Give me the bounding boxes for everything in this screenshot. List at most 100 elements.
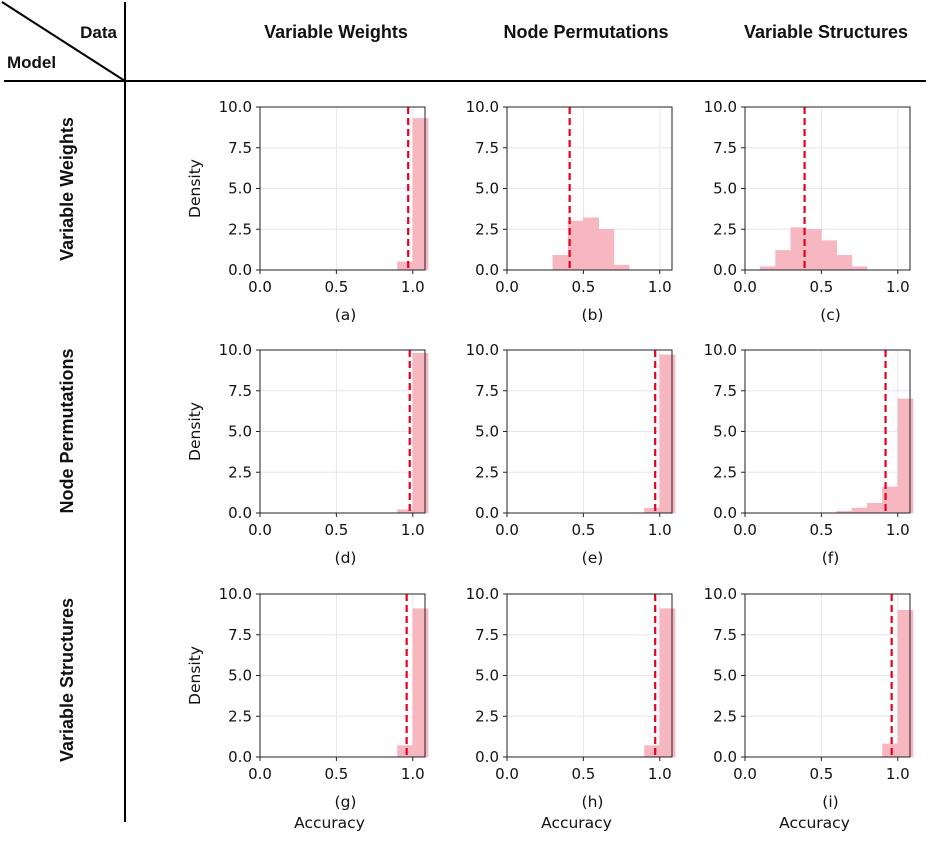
histogram-panel: 0.0 2.5 5.0 7.5 10.0 0.0 0.5 1.0 (f) <box>704 341 914 567</box>
x-tick-label: 0.5 <box>809 765 833 783</box>
histogram-bar <box>821 240 837 271</box>
y-tick-label: 5.0 <box>713 180 737 198</box>
histogram-bar <box>397 745 414 758</box>
histogram-panel: 0.0 2.5 5.0 7.5 10.0 0.0 0.5 1.0 (e) <box>466 341 676 567</box>
y-tick-label: 7.5 <box>713 139 737 157</box>
histogram-bar <box>805 228 822 271</box>
x-tick-label: 1.0 <box>648 521 672 539</box>
table-header: Data Model Variable Weights Node Permuta… <box>1 1 926 822</box>
x-tick-label: 1.0 <box>401 521 425 539</box>
x-tick-label: 0.0 <box>248 521 272 539</box>
y-tick-label: 5.0 <box>475 667 499 685</box>
histogram-bar <box>644 745 661 758</box>
y-tick-label: 10.0 <box>219 98 252 116</box>
y-tick-label: 0.0 <box>475 504 499 522</box>
y-tick-label: 10.0 <box>704 98 737 116</box>
column-header-variable-weights: Variable Weights <box>264 22 408 42</box>
model-axis-label: Model <box>7 53 56 72</box>
histogram-bar <box>644 507 661 514</box>
histogram-panel: 0.0 2.5 5.0 7.5 10.0 0.0 0.5 1.0 (c) <box>704 98 911 324</box>
y-tick-label: 0.0 <box>713 748 737 766</box>
histogram-panel: 0.0 2.5 5.0 7.5 10.0 0.0 0.5 1.0 (d) Density <box>186 341 429 567</box>
y-tick-label: 5.0 <box>475 180 499 198</box>
histogram-bar <box>897 609 914 758</box>
y-tick-label: 2.5 <box>228 220 252 238</box>
y-tick-label: 10.0 <box>466 585 499 603</box>
column-header-node-permutations: Node Permutations <box>503 22 668 42</box>
histogram-bar <box>583 217 599 271</box>
histogram-bar <box>397 261 414 271</box>
panel-label: (h) <box>582 793 604 811</box>
histogram-panel: 0.0 2.5 5.0 7.5 10.0 0.0 0.5 1.0 (b) <box>466 98 673 324</box>
histogram-bar <box>659 608 676 758</box>
x-axis-label: Accuracy <box>541 814 612 832</box>
column-header-variable-structures: Variable Structures <box>744 22 908 42</box>
histogram-bar <box>866 502 883 514</box>
x-tick-label: 0.0 <box>495 521 519 539</box>
histogram-bar <box>836 255 853 271</box>
histogram-bar <box>613 264 630 271</box>
panel-label: (d) <box>335 549 357 567</box>
x-tick-label: 0.0 <box>733 278 757 296</box>
x-tick-label: 0.5 <box>324 765 348 783</box>
x-tick-label: 0.0 <box>495 278 519 296</box>
x-tick-label: 0.5 <box>809 278 833 296</box>
histogram-bar <box>412 352 429 514</box>
y-tick-label: 7.5 <box>713 382 737 400</box>
y-tick-label: 10.0 <box>704 341 737 359</box>
y-tick-label: 2.5 <box>228 707 252 725</box>
x-tick-label: 1.0 <box>648 278 672 296</box>
histogram-bar <box>552 255 569 271</box>
row-header-variable-weights: Variable Weights <box>57 117 77 261</box>
histogram-bar <box>412 608 429 758</box>
y-tick-label: 2.5 <box>228 463 252 481</box>
x-tick-label: 1.0 <box>401 278 425 296</box>
y-tick-label: 10.0 <box>466 98 499 116</box>
y-tick-label: 5.0 <box>228 667 252 685</box>
y-tick-label: 0.0 <box>228 261 252 279</box>
x-tick-label: 1.0 <box>648 765 672 783</box>
x-tick-label: 1.0 <box>886 521 910 539</box>
x-tick-label: 0.5 <box>571 765 595 783</box>
y-tick-label: 10.0 <box>704 585 737 603</box>
y-tick-label: 0.0 <box>228 748 252 766</box>
y-tick-label: 5.0 <box>713 667 737 685</box>
y-axis-label: Density <box>186 402 204 461</box>
y-tick-label: 2.5 <box>713 707 737 725</box>
x-tick-label: 0.5 <box>324 521 348 539</box>
y-tick-label: 2.5 <box>475 463 499 481</box>
x-tick-label: 0.5 <box>809 521 833 539</box>
histogram-bar <box>897 398 914 514</box>
y-tick-label: 7.5 <box>713 626 737 644</box>
panel-label: (e) <box>582 549 604 567</box>
histogram-bar <box>851 507 868 514</box>
x-tick-label: 0.5 <box>324 278 348 296</box>
panel-label: (a) <box>335 306 357 324</box>
histogram-panel: 0.0 2.5 5.0 7.5 10.0 0.0 0.5 1.0 (i) Accuracy <box>704 585 914 832</box>
y-tick-label: 7.5 <box>228 382 252 400</box>
y-tick-label: 5.0 <box>475 423 499 441</box>
histogram-panel: 0.0 2.5 5.0 7.5 10.0 0.0 0.5 1.0 (g) Accuracy Dens… <box>186 585 429 832</box>
row-header-node-permutations: Node Permutations <box>57 348 77 513</box>
data-axis-label: Data <box>80 23 117 42</box>
diagonal-divider <box>1 1 126 82</box>
y-tick-label: 0.0 <box>475 261 499 279</box>
x-tick-label: 0.0 <box>733 521 757 539</box>
row-header-variable-structures: Variable Structures <box>57 598 77 762</box>
x-axis-label: Accuracy <box>779 814 850 832</box>
y-tick-label: 10.0 <box>219 585 252 603</box>
panel-label: (i) <box>822 793 838 811</box>
y-axis-label: Density <box>186 159 204 218</box>
x-tick-label: 0.5 <box>571 278 595 296</box>
histogram-panel: 0.0 2.5 5.0 7.5 10.0 0.0 0.5 1.0 (h) Accuracy <box>466 585 676 832</box>
y-tick-label: 7.5 <box>475 626 499 644</box>
x-tick-label: 1.0 <box>401 765 425 783</box>
x-tick-label: 1.0 <box>886 278 910 296</box>
y-tick-label: 0.0 <box>713 504 737 522</box>
histogram-bar <box>598 228 615 271</box>
y-tick-label: 7.5 <box>475 382 499 400</box>
y-tick-label: 0.0 <box>228 504 252 522</box>
y-tick-label: 5.0 <box>228 180 252 198</box>
y-tick-label: 2.5 <box>475 707 499 725</box>
